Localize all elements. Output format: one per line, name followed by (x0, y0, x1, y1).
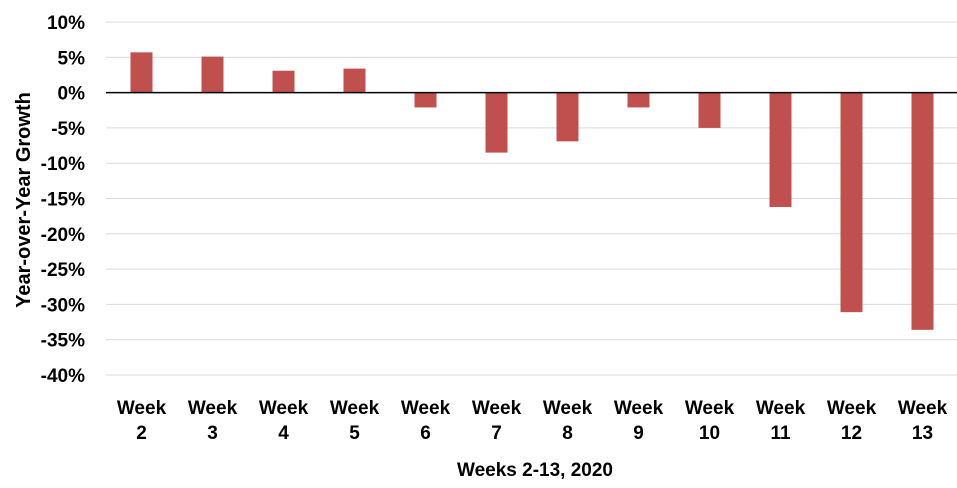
x-tick-label: Week 12 (827, 398, 877, 444)
bar-week-10 (698, 92, 721, 128)
y-tick-label: -5% (51, 119, 85, 140)
x-tick-label: Week 13 (898, 398, 948, 444)
x-tick-label: Week 9 (614, 398, 664, 444)
bar-week-7 (485, 92, 508, 153)
y-tick-labels: 10% 5% 0% -5% -10% -15% -20% -25% -30% -35% -40% (41, 13, 85, 387)
bar-week-12 (840, 92, 863, 313)
x-tick-label: Week 6 (401, 398, 451, 444)
y-tick-label: -25% (41, 260, 85, 281)
bar-week-3 (201, 56, 224, 93)
bar-week-2 (130, 52, 153, 93)
bar-week-5 (343, 68, 366, 93)
x-tick-label: Week 4 (259, 398, 309, 444)
bar-week-8 (556, 92, 579, 142)
bar-week-11 (769, 92, 792, 207)
x-tick-label: Week 11 (756, 398, 806, 444)
y-tick-label: -20% (41, 225, 85, 246)
x-tick-label: Week 8 (543, 398, 593, 444)
x-tick-labels: Week 2 Week 3 Week 4 Week 5 Week 6 Week 7 Week 8 Week 9… (117, 398, 948, 444)
bar-week-4 (272, 70, 295, 93)
bar-week-13 (911, 92, 934, 330)
x-tick-label: Week 2 (117, 398, 167, 444)
x-tick-label: Week 5 (330, 398, 380, 444)
y-tick-label: 5% (58, 48, 86, 69)
x-axis-title: Weeks 2-13, 2020 (457, 460, 613, 481)
y-tick-label: -30% (41, 295, 85, 316)
bar-week-6 (414, 92, 437, 108)
y-tick-label: 0% (58, 84, 86, 105)
y-tick-label: -35% (41, 331, 85, 352)
bar-week-9 (627, 92, 650, 108)
y-tick-label: 10% (47, 13, 85, 34)
y-tick-label: -10% (41, 154, 85, 175)
y-tick-label: -15% (41, 190, 85, 211)
gridlines (106, 21, 957, 376)
x-tick-label: Week 10 (685, 398, 735, 444)
y-tick-label: -40% (41, 366, 85, 387)
x-tick-label: Week 7 (472, 398, 522, 444)
bars (130, 52, 934, 330)
y-axis-title: Year-over-Year Growth (13, 92, 35, 308)
x-tick-label: Week 3 (188, 398, 238, 444)
